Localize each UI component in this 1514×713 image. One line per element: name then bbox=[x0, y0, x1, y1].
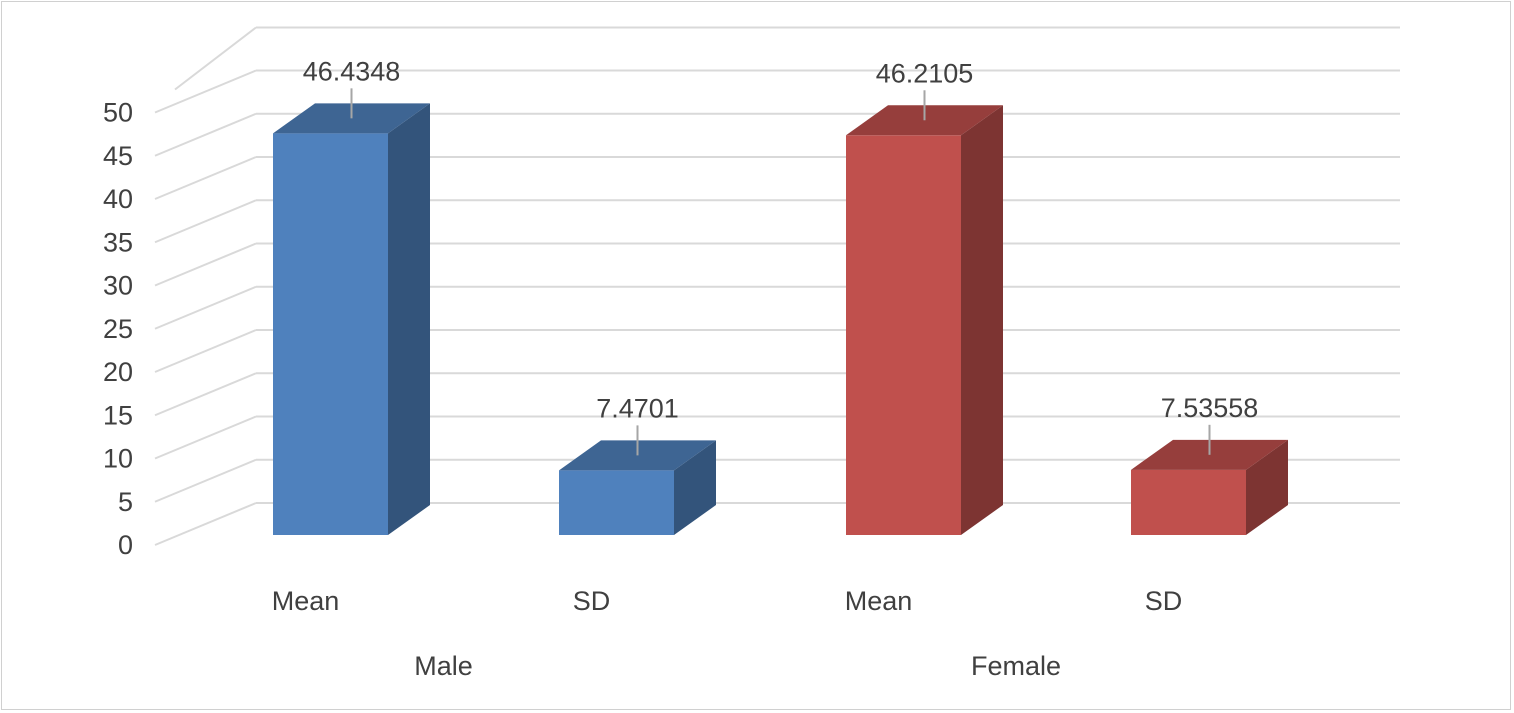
bar-male-mean: 46.4348 bbox=[273, 56, 430, 535]
bar-side bbox=[1246, 439, 1288, 535]
gridline-diagonal bbox=[154, 372, 257, 417]
gridline-diagonal bbox=[154, 502, 257, 546]
y-axis-ticks: 0 5 10 15 20 25 30 35 40 45 50 bbox=[103, 98, 133, 561]
y-tick-label: 25 bbox=[103, 314, 133, 344]
bar-female-mean: 46.2105 bbox=[846, 58, 1003, 535]
data-label: 7.4701 bbox=[596, 393, 679, 423]
x-category-label: SD bbox=[1145, 586, 1183, 616]
gridline-diagonal bbox=[154, 285, 257, 330]
bar-side bbox=[674, 440, 716, 535]
x-category-label: Mean bbox=[272, 586, 340, 616]
y-tick-label: 15 bbox=[103, 400, 133, 430]
y-tick-label: 5 bbox=[118, 487, 133, 517]
gridline-diagonal bbox=[154, 199, 257, 244]
bar-side bbox=[961, 105, 1003, 535]
gridline-diagonal bbox=[154, 69, 257, 114]
y-tick-label: 10 bbox=[103, 444, 133, 474]
gridlines bbox=[154, 26, 1400, 546]
bar-front bbox=[1131, 469, 1246, 535]
y-tick-label: 30 bbox=[103, 271, 133, 301]
gridline-diagonal bbox=[154, 329, 257, 373]
bar-front bbox=[559, 470, 674, 535]
gridline-diagonal bbox=[154, 415, 257, 460]
gridline-diagonal bbox=[154, 156, 257, 200]
data-label: 7.53558 bbox=[1161, 393, 1259, 423]
x-group-label: Male bbox=[414, 651, 473, 681]
bar-front bbox=[846, 135, 961, 535]
y-tick-label: 40 bbox=[103, 184, 133, 214]
x-category-label: Mean bbox=[845, 586, 913, 616]
y-tick-label: 45 bbox=[103, 141, 133, 171]
data-label: 46.4348 bbox=[303, 56, 401, 86]
y-tick-label: 20 bbox=[103, 357, 133, 387]
gridline-diagonal bbox=[154, 242, 257, 287]
bar-male-sd: 7.4701 bbox=[559, 393, 716, 535]
bar-side bbox=[388, 103, 430, 535]
x-group-label: Female bbox=[971, 651, 1061, 681]
y-tick-label: 35 bbox=[103, 227, 133, 257]
bars: 46.4348 7.4701 46.2105 7.53558 bbox=[273, 56, 1288, 535]
x-axis-labels: Mean SD Mean SD Male Female bbox=[272, 586, 1183, 681]
gridline-diagonal bbox=[174, 26, 257, 91]
gridline-diagonal bbox=[154, 112, 257, 157]
x-category-label: SD bbox=[573, 586, 611, 616]
gridline-diagonal bbox=[154, 458, 257, 503]
data-label: 46.2105 bbox=[876, 58, 974, 88]
bar-female-sd: 7.53558 bbox=[1131, 393, 1288, 535]
y-tick-label: 50 bbox=[103, 98, 133, 128]
bar-front bbox=[273, 133, 388, 535]
y-tick-label: 0 bbox=[118, 530, 133, 560]
